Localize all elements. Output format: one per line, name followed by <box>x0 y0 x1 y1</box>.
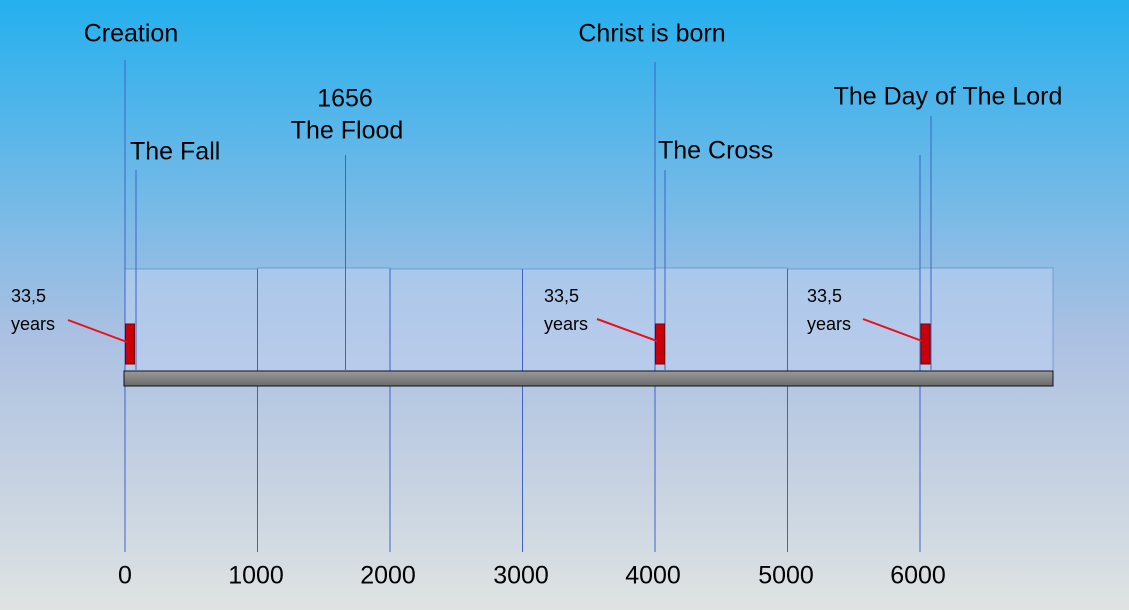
era-box <box>654 267 788 372</box>
event-label: The Flood <box>291 117 404 145</box>
timeline-bar <box>123 370 1054 387</box>
era-box <box>787 268 921 372</box>
tick-label: 2000 <box>360 562 416 590</box>
tick-label: 5000 <box>758 562 814 590</box>
tick-label: 0 <box>118 562 132 590</box>
pointer-line <box>862 318 923 342</box>
era-box <box>919 267 1054 372</box>
event-label: The Cross <box>658 137 773 165</box>
life-marker <box>920 323 931 365</box>
duration-unit: years <box>807 314 851 334</box>
tick-label: 4000 <box>625 562 681 590</box>
duration-unit: years <box>11 314 55 334</box>
life-marker <box>655 323 665 365</box>
duration-value: 33,5 <box>807 286 842 306</box>
pointer-line <box>596 318 658 342</box>
event-label: The Fall <box>130 138 220 166</box>
event-label: The Day of The Lord <box>834 83 1063 111</box>
duration-value: 33,5 <box>11 286 46 306</box>
duration-unit: years <box>544 314 588 334</box>
pointer-line <box>67 319 128 343</box>
event-year: 1656 <box>317 85 373 113</box>
era-box <box>124 268 258 372</box>
tick-label: 1000 <box>228 562 284 590</box>
era-box <box>522 268 656 372</box>
era-box <box>257 267 391 372</box>
tick-label: 6000 <box>890 562 946 590</box>
tick-label: 3000 <box>493 562 549 590</box>
event-label: Christ is born <box>578 20 725 48</box>
life-marker <box>125 323 135 365</box>
era-box <box>389 268 523 372</box>
event-label: Creation <box>84 20 179 48</box>
duration-value: 33,5 <box>544 286 579 306</box>
event-lines <box>124 60 932 370</box>
era-boxes <box>124 267 1054 372</box>
